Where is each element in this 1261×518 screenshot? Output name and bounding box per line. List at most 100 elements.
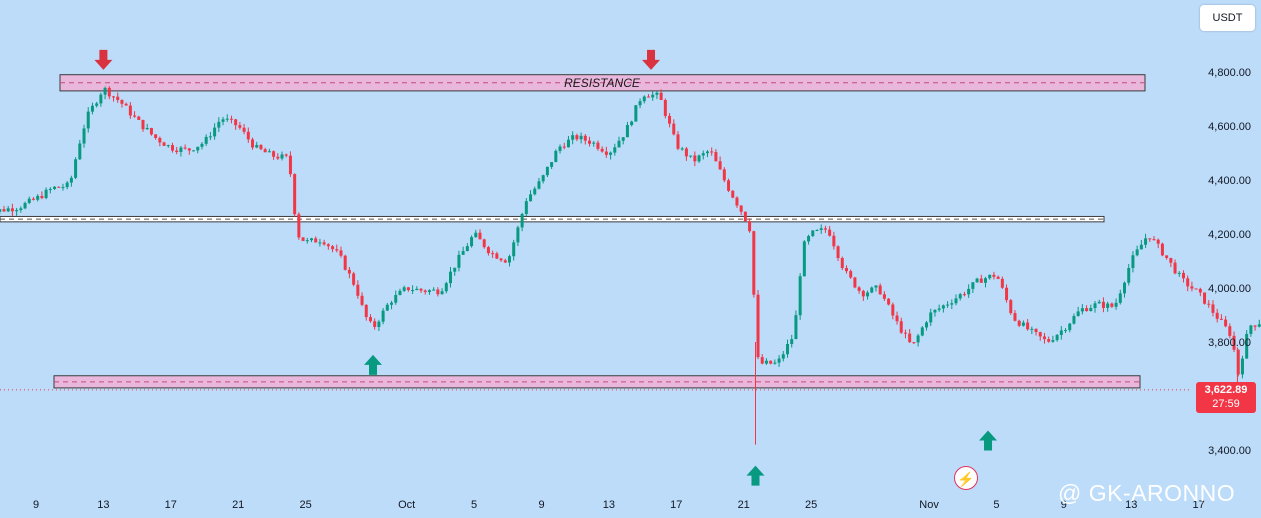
- candle-body: [807, 236, 811, 242]
- x-tick-label: 17: [670, 499, 682, 511]
- candle-body: [558, 146, 562, 151]
- candle-body: [120, 99, 124, 104]
- candle-body: [925, 322, 929, 328]
- y-axis[interactable]: 4,800.00 4,600.00 4,400.00 4,200.00 4,000.00…: [1208, 67, 1251, 457]
- candle-body: [1177, 272, 1181, 274]
- candle-body: [406, 287, 410, 291]
- candle-body: [339, 250, 343, 256]
- currency-unit-badge[interactable]: USDT: [1200, 5, 1255, 31]
- candle-body: [638, 101, 642, 106]
- x-tick-label: 21: [738, 499, 750, 511]
- x-axis[interactable]: 9 13 17 21 25 Oct 5 9 13 17 21 25 Nov 5 9 13 17: [33, 499, 1205, 511]
- candle-body: [326, 244, 330, 247]
- candle-body: [280, 154, 284, 159]
- candle-body: [486, 247, 490, 254]
- candle-body: [449, 271, 453, 284]
- candle-body: [0, 209, 2, 212]
- candle-body: [550, 162, 554, 167]
- candle-body: [1093, 303, 1097, 309]
- candle-body: [878, 285, 882, 295]
- candle-body: [116, 96, 120, 100]
- candle-body: [158, 137, 162, 143]
- candle-body: [929, 312, 933, 323]
- candle-body: [301, 237, 305, 241]
- candle-body: [1257, 324, 1261, 327]
- candle-countdown: 27:59: [1212, 398, 1240, 410]
- candle-body: [1085, 308, 1089, 312]
- candle-body: [309, 238, 313, 241]
- candle-body: [221, 119, 225, 122]
- candle-body: [74, 159, 78, 178]
- candle-body: [40, 195, 44, 199]
- candle-body: [786, 344, 790, 355]
- candle-body: [950, 303, 954, 305]
- candle-body: [979, 278, 983, 283]
- candle-body: [69, 177, 73, 183]
- candle-body: [592, 142, 596, 144]
- candle-body: [571, 135, 575, 140]
- candle-body: [507, 256, 511, 263]
- candle-body: [512, 242, 516, 257]
- candle-body: [962, 294, 966, 296]
- current-price-tag: 3,622.89 27:59: [1196, 382, 1256, 413]
- candle-body: [385, 304, 389, 311]
- candle-body: [916, 335, 920, 343]
- candle-body: [840, 258, 844, 268]
- candle-body: [1194, 288, 1198, 290]
- candle-body: [983, 278, 987, 283]
- x-tick-label: 5: [471, 499, 477, 511]
- candle-body: [1076, 311, 1080, 317]
- candle-body: [1181, 272, 1185, 279]
- x-tick-label: Nov: [919, 499, 939, 511]
- candle-body: [1253, 325, 1257, 327]
- candle-body: [1186, 278, 1190, 287]
- candle-body: [1026, 322, 1030, 330]
- x-tick-label: 9: [538, 499, 544, 511]
- candle-body: [297, 214, 301, 238]
- candle-body: [360, 295, 364, 305]
- candle-body: [705, 151, 709, 154]
- candle-body: [318, 242, 322, 244]
- candle-body: [427, 290, 431, 293]
- current-price-value: 3,622.89: [1204, 384, 1248, 396]
- candle-body: [1148, 238, 1152, 240]
- candle-body: [314, 238, 318, 243]
- y-tick-label: 4,000.00: [1208, 283, 1251, 295]
- x-tick-label: 25: [299, 499, 311, 511]
- flash-icon[interactable]: ⚡: [954, 466, 978, 490]
- candle-body: [276, 156, 280, 159]
- candle-body: [44, 189, 48, 199]
- down-arrow-icon: [642, 49, 661, 70]
- candle-body: [663, 99, 667, 116]
- candle-body: [516, 227, 520, 243]
- candle-body: [992, 274, 996, 277]
- candle-body: [1207, 303, 1211, 305]
- candle-body: [1118, 293, 1122, 303]
- candle-body: [356, 284, 360, 296]
- candle-body: [764, 360, 768, 364]
- candle-body: [141, 119, 145, 130]
- candle-body: [293, 174, 297, 215]
- candle-body: [937, 308, 941, 310]
- candle-body: [1013, 313, 1017, 321]
- candle-body: [1215, 312, 1219, 319]
- candle-body: [971, 282, 975, 289]
- candle-body: [343, 255, 347, 270]
- candle-body: [668, 115, 672, 124]
- candle-body: [773, 362, 777, 364]
- candle-body: [836, 246, 840, 259]
- candle-body: [19, 208, 23, 211]
- candle-body: [1110, 303, 1114, 307]
- candle-body: [10, 208, 14, 212]
- candle-body: [154, 134, 158, 138]
- candle-body: [996, 276, 1000, 279]
- candle-body: [815, 230, 819, 232]
- candle-body: [625, 125, 629, 138]
- candle-body: [432, 289, 436, 291]
- candle-body: [200, 143, 204, 147]
- candle-body: [229, 118, 233, 120]
- candle-body: [465, 246, 469, 252]
- candle-body: [246, 131, 250, 140]
- candle-body: [1000, 278, 1004, 288]
- candle-body: [1139, 244, 1143, 250]
